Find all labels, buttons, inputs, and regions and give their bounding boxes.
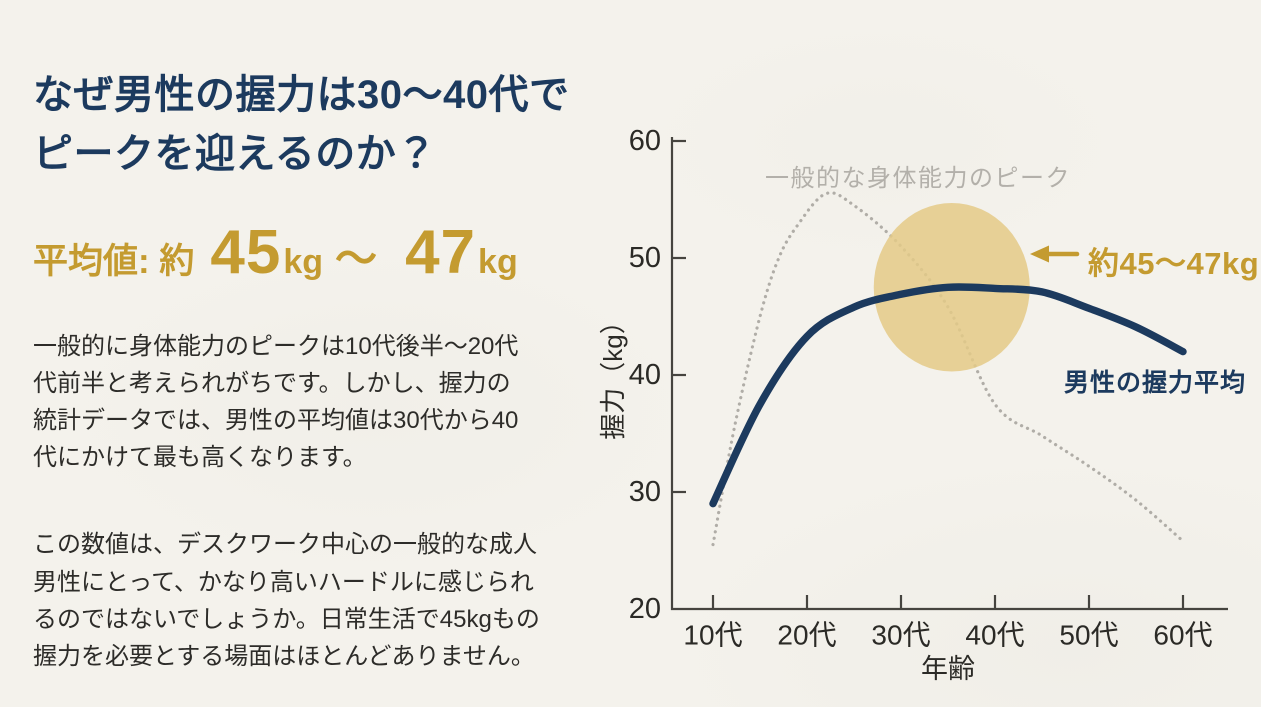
stat-value-high: 47 — [405, 217, 477, 287]
stat-prefix: 平均値: 約 — [33, 241, 195, 281]
y-axis-tick-label: 40 — [629, 359, 661, 391]
y-axis-tick-label: 60 — [629, 125, 661, 157]
y-axis-tick-label: 50 — [629, 242, 661, 274]
y-axis-title: 握力（kg） — [598, 308, 628, 439]
fitness-peak-curve-label: 一般的な身体能力のピーク — [765, 165, 1071, 192]
paragraph-1: 一般的に身体能力のピークは10代後半〜20代 代前半と考えられがちです。しかし、… — [33, 328, 595, 477]
text-column: なぜ男性の握力は30〜40代で ピークを迎えるのか？ 平均値: 約 45 kg … — [33, 66, 595, 675]
paragraph-2-line-2: 男性にとって、かなり高いハードルに感じられ — [33, 568, 534, 596]
y-axis-tick-label: 30 — [629, 476, 661, 508]
paragraph-1-line-4: 代にかけて最も高くなります。 — [33, 444, 367, 472]
paragraph-1-line-1: 一般的に身体能力のピークは10代後半〜20代 — [33, 332, 519, 360]
x-axis-tick-label: 20代 — [777, 620, 836, 651]
title-line-1: なぜ男性の握力は30〜40代で — [33, 73, 570, 117]
stat-unit-high: kg — [478, 242, 518, 281]
x-axis-title: 年齢 — [921, 654, 975, 684]
average-value-stat: 平均値: 約 45 kg 〜 47 kg — [33, 217, 595, 287]
grip-series-label: 男性の握力平均 — [1064, 369, 1247, 397]
left-arrow-head-icon — [1030, 245, 1049, 263]
male-grip-curve — [709, 283, 1187, 508]
title-line-2: ピークを迎えるのか？ — [33, 131, 437, 176]
x-axis-tick-label: 50代 — [1059, 620, 1118, 651]
x-axis-tick-label: 30代 — [871, 620, 930, 651]
stat-range-separator: 〜 — [335, 234, 378, 282]
axis-frame — [670, 137, 1228, 611]
general-fitness-curve — [711, 191, 1185, 547]
x-axis-tick-label: 40代 — [965, 620, 1024, 651]
paragraph-2-line-3: るのではないでしょうか。日常生活で45kgもの — [33, 605, 540, 633]
grip-value-annotation: 約45〜47kg — [1088, 246, 1260, 281]
paragraph-1-line-3: 統計データでは、男性の平均値は30代から40 — [33, 406, 519, 434]
paragraph-2-line-4: 握力を必要とする場面はほとんどありません。 — [33, 642, 535, 670]
stat-value-low: 45 — [210, 217, 282, 287]
x-axis-tick-label: 60代 — [1153, 620, 1212, 651]
paragraph-1-line-2: 代前半と考えられがちです。しかし、握力の — [33, 369, 511, 397]
x-axis-tick-label: 10代 — [683, 620, 742, 651]
paragraph-2: この数値は、デスクワーク中心の一般的な成人 男性にとって、かなり高いハードルに感… — [33, 526, 595, 675]
page-title: なぜ男性の握力は30〜40代で ピークを迎えるのか？ — [33, 66, 595, 184]
stat-unit-low: kg — [283, 242, 324, 281]
paragraph-2-line-1: この数値は、デスクワーク中心の一般的な成人 — [33, 531, 537, 559]
y-axis-tick-label: 20 — [629, 593, 661, 625]
